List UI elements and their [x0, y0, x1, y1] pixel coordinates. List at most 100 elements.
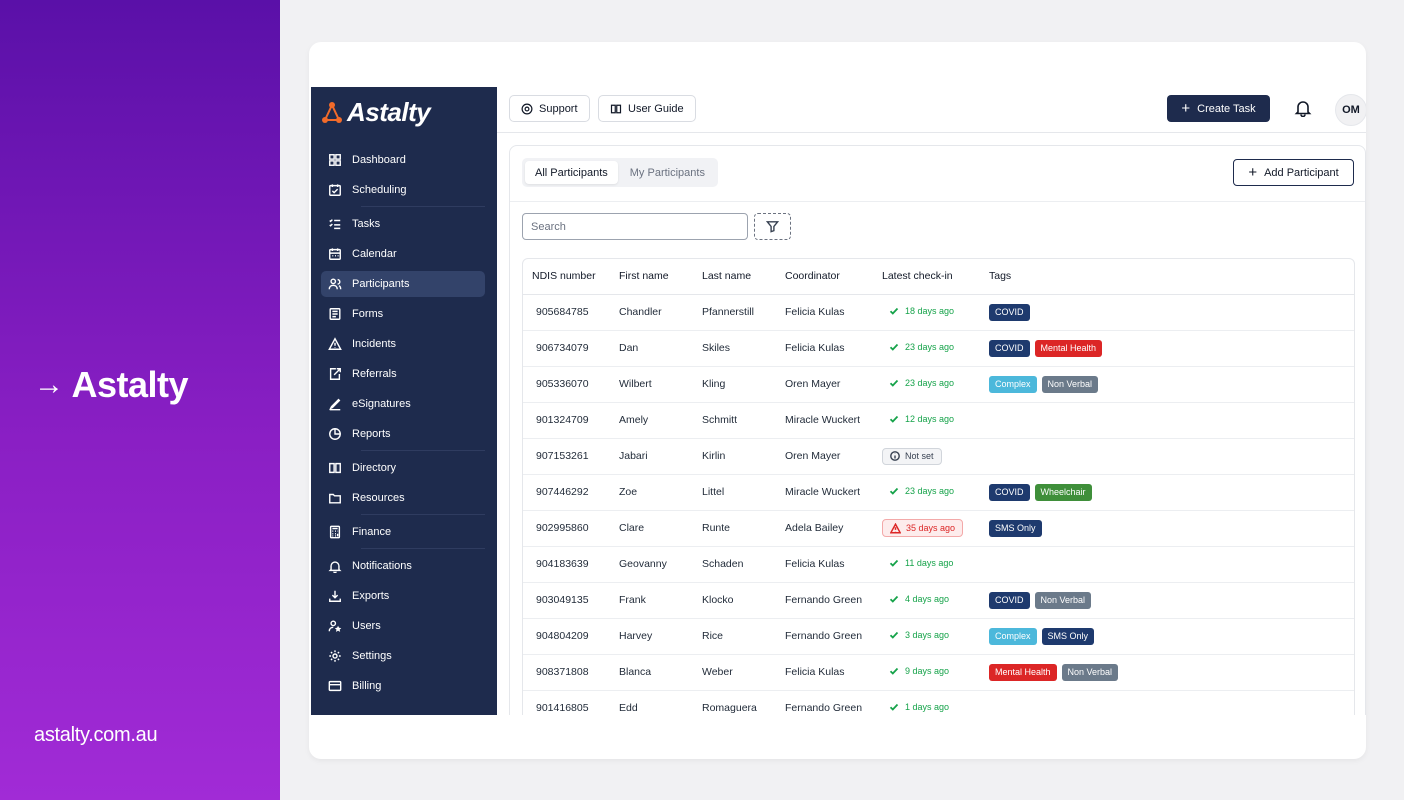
add-participant-button[interactable]: + Add Participant: [1233, 159, 1354, 186]
cell-ndis: 904183639: [523, 546, 619, 583]
notification-bell-icon[interactable]: [1294, 99, 1312, 118]
cell-last-name: Klocko: [702, 582, 785, 619]
cell-first-name: Geovanny: [619, 546, 702, 583]
filter-button[interactable]: [754, 213, 791, 240]
cell-last-name: Kling: [702, 366, 785, 403]
sidebar-item-referrals[interactable]: Referrals: [321, 361, 485, 387]
column-header-tags[interactable]: Tags: [989, 259, 1354, 295]
tab-all-participants[interactable]: All Participants: [525, 161, 618, 184]
table-row[interactable]: 904183639 Geovanny Schaden Felicia Kulas 11 …: [523, 546, 1354, 583]
table-row[interactable]: 906734079 Dan Skiles Felicia Kulas 23 days a…: [523, 330, 1354, 367]
table-row[interactable]: 905336070 Wilbert Kling Oren Mayer 23 days a…: [523, 366, 1354, 403]
sidebar-item-scheduling[interactable]: Scheduling: [321, 177, 485, 203]
check-in-text: 23 days ago: [905, 485, 955, 496]
cell-coordinator: Oren Mayer: [785, 438, 882, 475]
sidebar-item-label: Reports: [352, 428, 391, 440]
directory-icon: [329, 462, 341, 474]
warning-icon: [890, 522, 901, 534]
table-row[interactable]: 907446292 Zoe Littel Miracle Wuckert 23 days…: [523, 474, 1354, 511]
check-in-text: 11 days ago: [905, 557, 954, 568]
cell-tags: [989, 690, 1354, 715]
sidebar-item-resources[interactable]: Resources: [321, 485, 485, 511]
tab-my-participants[interactable]: My Participants: [629, 166, 705, 179]
sidebar-item-notifications[interactable]: Notifications: [321, 553, 485, 579]
sidebar-item-calendar[interactable]: Calendar: [321, 241, 485, 267]
table-row[interactable]: 907153261 Jabari Kirlin Oren Mayer Not set: [523, 438, 1354, 475]
cell-tags: COVID: [989, 294, 1354, 331]
check-in-status: 12 days ago: [882, 414, 954, 424]
sidebar-item-finance[interactable]: Finance: [321, 519, 485, 545]
resources-icon: [329, 493, 341, 504]
tag-badge: SMS Only: [1041, 627, 1095, 645]
cell-tags: SMS Only: [989, 510, 1354, 547]
sidebar-divider: [361, 450, 485, 451]
cell-ndis: 904804209: [523, 618, 619, 655]
column-header-last-name[interactable]: Last name: [702, 259, 785, 295]
sidebar-item-label: Exports: [352, 590, 390, 602]
cell-check-in: 23 days ago: [882, 474, 989, 511]
cell-coordinator: Fernando Green: [785, 582, 882, 619]
forms-icon: [329, 308, 341, 320]
user-avatar[interactable]: OM: [1335, 94, 1366, 126]
sidebar-item-label: Dashboard: [352, 154, 406, 166]
topbar: Support User Guide + Create Task OM: [497, 87, 1366, 133]
column-header-first-name[interactable]: First name: [619, 259, 702, 295]
sidebar-item-exports[interactable]: Exports: [321, 583, 485, 609]
promo-title: → Astalty: [34, 364, 189, 406]
sidebar-item-label: eSignatures: [352, 398, 411, 410]
table-row[interactable]: 902995860 Clare Runte Adela Bailey 35 days a…: [523, 510, 1354, 547]
table-row[interactable]: 905684785 Chandler Pfannerstill Felicia Kul…: [523, 294, 1354, 331]
cell-tags: Complex SMS Only: [989, 618, 1354, 655]
app-window: Astalty Dashboard Scheduling Tasks Calendar…: [311, 87, 1366, 715]
column-header-coordinator[interactable]: Coordinator: [785, 259, 882, 295]
sidebar-item-esignatures[interactable]: eSignatures: [321, 391, 485, 417]
settings-icon: [329, 650, 341, 662]
table-row[interactable]: 903049135 Frank Klocko Fernando Green 4 days…: [523, 582, 1354, 619]
cell-first-name: Zoe: [619, 474, 702, 511]
check-icon: [889, 343, 899, 351]
create-task-button[interactable]: + Create Task: [1167, 95, 1270, 122]
check-icon: [889, 631, 899, 639]
support-button[interactable]: Support: [509, 95, 590, 122]
sidebar-item-users[interactable]: Users: [321, 613, 485, 639]
sidebar-item-directory[interactable]: Directory: [321, 455, 485, 481]
cell-last-name: Schmitt: [702, 402, 785, 439]
column-header-ndis[interactable]: NDIS number: [523, 259, 619, 295]
tag-badge: COVID: [989, 483, 1030, 501]
cell-tags: [989, 438, 1354, 475]
table-row[interactable]: 908371808 Blanca Weber Felicia Kulas 9 days …: [523, 654, 1354, 691]
cell-check-in: 23 days ago: [882, 366, 989, 403]
tag-badge: Non Verbal: [1061, 663, 1119, 681]
user-guide-button[interactable]: User Guide: [598, 95, 696, 122]
app-logo[interactable]: Astalty: [321, 97, 431, 128]
sidebar-item-tasks[interactable]: Tasks: [321, 211, 485, 237]
sidebar-item-dashboard[interactable]: Dashboard: [321, 147, 485, 173]
tag-badge: COVID: [989, 339, 1030, 357]
check-in-text: Not set: [905, 451, 934, 461]
sidebar-item-forms[interactable]: Forms: [321, 301, 485, 327]
cell-first-name: Chandler: [619, 294, 702, 331]
info-icon: [890, 451, 900, 461]
check-in-status: 23 days ago: [882, 378, 954, 388]
cell-check-in: 1 days ago: [882, 690, 989, 715]
sidebar-item-incidents[interactable]: Incidents: [321, 331, 485, 357]
participants-tabs: All Participants My Participants: [522, 158, 718, 187]
cell-check-in: 4 days ago: [882, 582, 989, 619]
check-icon: [889, 379, 899, 387]
table-row[interactable]: 901324709 Amely Schmitt Miracle Wuckert 12 d…: [523, 402, 1354, 439]
check-in-text: 35 days ago: [906, 523, 956, 533]
search-input[interactable]: [522, 213, 748, 240]
participants-icon: [328, 278, 342, 290]
sidebar-item-billing[interactable]: Billing: [321, 673, 485, 699]
sidebar-item-settings[interactable]: Settings: [321, 643, 485, 669]
sidebar-item-participants[interactable]: Participants: [321, 271, 485, 297]
column-header-latest-check-in[interactable]: Latest check-in: [882, 259, 989, 295]
table-row[interactable]: 901416805 Edd Romaguera Fernando Green 1 day…: [523, 690, 1354, 715]
cell-first-name: Jabari: [619, 438, 702, 475]
sidebar-item-reports[interactable]: Reports: [321, 421, 485, 447]
cell-last-name: Kirlin: [702, 438, 785, 475]
cell-ndis: 907446292: [523, 474, 619, 511]
table-row[interactable]: 904804209 Harvey Rice Fernando Green 3 days …: [523, 618, 1354, 655]
sidebar-item-label: Referrals: [352, 368, 397, 380]
promo-title-text: Astalty: [71, 364, 189, 405]
